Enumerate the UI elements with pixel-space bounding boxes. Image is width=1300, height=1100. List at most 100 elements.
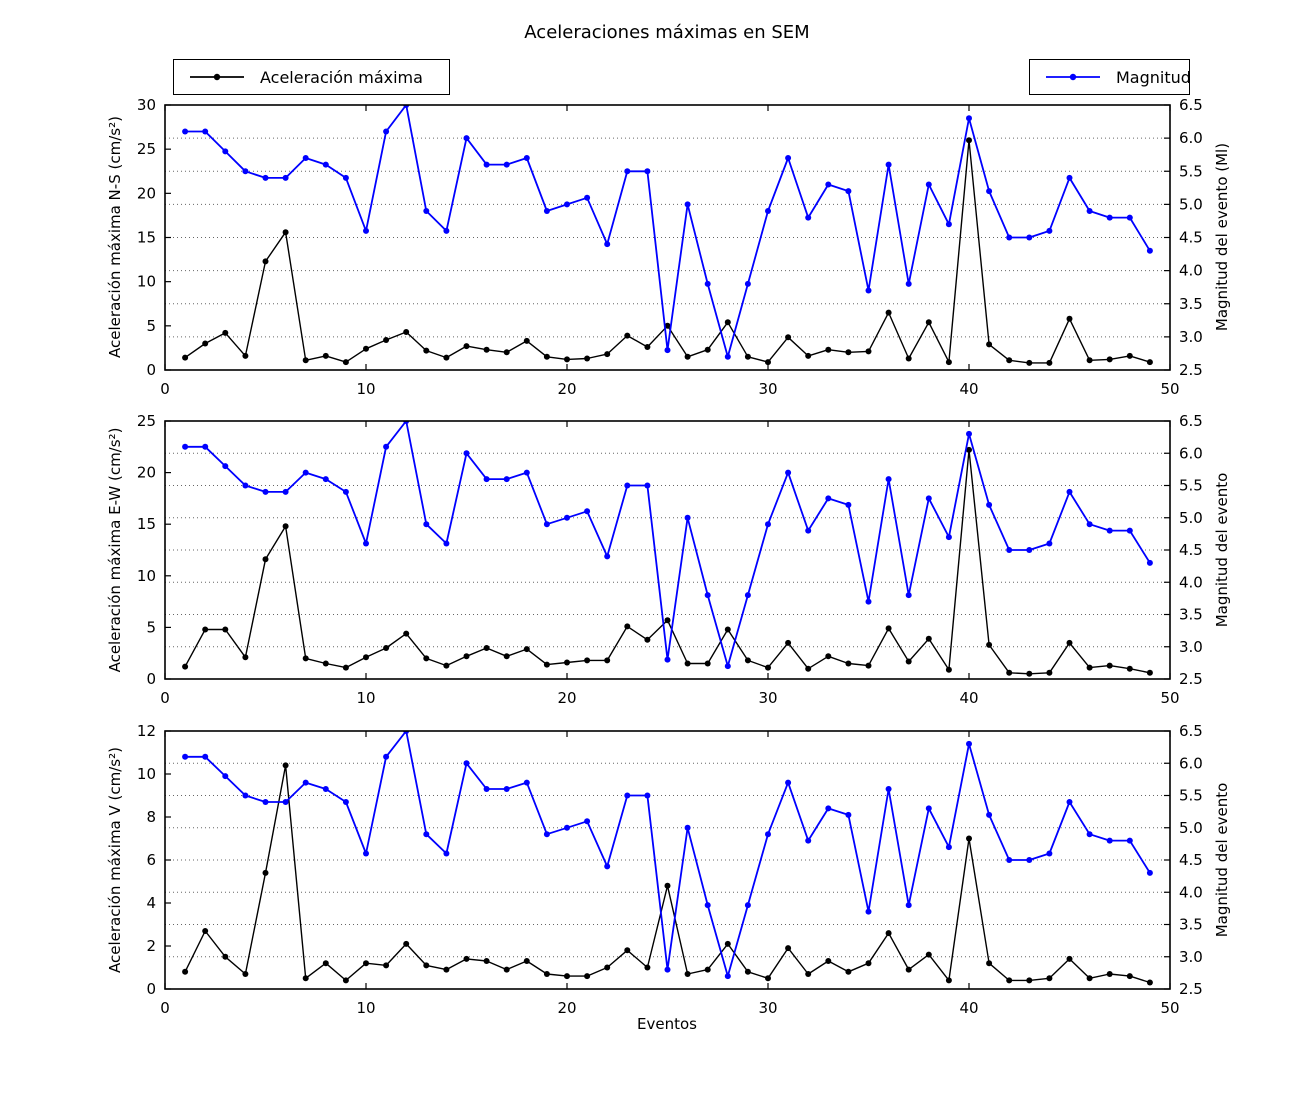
series-magnitude-point bbox=[845, 501, 852, 508]
subplot-ew: 0 10 20 30 40 50 0 5 10 15 20 25 2.5 3.0 3.5 4.0 4.5 5.0 5… bbox=[137, 412, 1203, 707]
series-acceleration-point bbox=[865, 662, 872, 669]
series-magnitude-point bbox=[1026, 234, 1033, 241]
series-magnitude-point bbox=[584, 818, 591, 825]
series-acceleration-point bbox=[584, 973, 591, 980]
series-acceleration-point bbox=[302, 655, 309, 662]
series-acceleration-point bbox=[1106, 356, 1113, 363]
series-magnitude-point bbox=[322, 786, 329, 792]
series-magnitude-point bbox=[744, 902, 751, 909]
series-acceleration-point bbox=[925, 951, 932, 958]
series-magnitude-point bbox=[704, 902, 711, 909]
series-acceleration-point bbox=[1006, 357, 1013, 364]
series-acceleration-point bbox=[805, 971, 812, 977]
series-acceleration-point bbox=[905, 658, 912, 665]
series-magnitude-point bbox=[986, 501, 993, 508]
x-tick-label: 20 bbox=[557, 999, 576, 1017]
right-ylabel-ew: Magnitud del evento bbox=[1213, 472, 1231, 628]
series-acceleration-point bbox=[503, 349, 510, 356]
series-magnitude-point bbox=[443, 540, 450, 547]
right-y-tick-label: 3.5 bbox=[1179, 606, 1203, 624]
series-acceleration-point bbox=[885, 930, 892, 937]
y-tick-label: 10 bbox=[137, 765, 156, 783]
series-acceleration-point bbox=[986, 960, 993, 967]
series-acceleration-point bbox=[825, 653, 832, 660]
series-magnitude bbox=[182, 731, 1153, 980]
x-tick-label: 20 bbox=[557, 689, 576, 707]
ylabel-ns: Aceleración máxima N-S (cm/s²) bbox=[106, 116, 124, 358]
series-magnitude-point bbox=[945, 844, 952, 851]
series-acceleration-point bbox=[202, 928, 209, 934]
series-magnitude-point bbox=[1086, 831, 1093, 838]
series-acceleration-point bbox=[1146, 359, 1153, 366]
series-magnitude-point bbox=[905, 902, 912, 909]
series-magnitude-point bbox=[905, 592, 912, 599]
series-magnitude-point bbox=[182, 443, 189, 450]
series-acceleration-point bbox=[262, 258, 269, 265]
series-magnitude-point bbox=[1006, 234, 1013, 241]
series-magnitude-point bbox=[885, 786, 892, 792]
right-y-tick-label: 4.5 bbox=[1179, 229, 1203, 247]
series-magnitude-point bbox=[1126, 837, 1133, 844]
series-acceleration-point bbox=[463, 653, 470, 660]
series-acceleration-point bbox=[986, 341, 993, 348]
series-magnitude-point bbox=[644, 482, 651, 489]
right-y-tick-label: 2.5 bbox=[1179, 361, 1203, 379]
series-acceleration-point bbox=[765, 975, 771, 982]
series-magnitude-point bbox=[322, 161, 329, 168]
series-magnitude-point bbox=[1046, 850, 1053, 857]
series-acceleration-point bbox=[523, 646, 530, 653]
series-acceleration-point bbox=[1126, 352, 1133, 359]
series-acceleration-point bbox=[1066, 639, 1073, 646]
series-magnitude-point bbox=[785, 779, 792, 786]
series-magnitude-point bbox=[604, 863, 611, 870]
x-tick-label: 40 bbox=[959, 999, 978, 1017]
series-acceleration-point bbox=[282, 523, 289, 530]
x-tick-label: 50 bbox=[1160, 380, 1179, 398]
x-tick-label: 0 bbox=[160, 689, 170, 707]
y-tick-label: 2 bbox=[146, 937, 156, 955]
series-magnitude-point bbox=[483, 476, 490, 483]
series-acceleration-point bbox=[182, 663, 189, 670]
series-magnitude-point bbox=[182, 128, 189, 135]
series-acceleration-point bbox=[825, 346, 832, 353]
series-acceleration-point bbox=[322, 960, 329, 967]
series-magnitude-point bbox=[282, 799, 289, 805]
series-magnitude-point bbox=[1066, 799, 1073, 805]
series-acceleration-point bbox=[503, 966, 510, 973]
series-acceleration-point bbox=[604, 657, 611, 664]
right-y-tick-label: 3.0 bbox=[1179, 948, 1203, 966]
series-acceleration-point bbox=[443, 354, 450, 361]
series-magnitude-point bbox=[724, 973, 731, 980]
series-magnitude-point bbox=[302, 155, 309, 161]
series-acceleration-point bbox=[785, 334, 792, 341]
series-magnitude-point bbox=[363, 850, 369, 857]
x-tick-label: 0 bbox=[160, 380, 170, 398]
series-acceleration bbox=[182, 446, 1153, 677]
series-acceleration-point bbox=[543, 353, 550, 360]
series-magnitude-point bbox=[805, 837, 812, 844]
right-y-tick-label: 6.0 bbox=[1179, 129, 1203, 147]
series-magnitude bbox=[182, 421, 1153, 670]
series-acceleration-point bbox=[1086, 357, 1093, 364]
series-magnitude-point bbox=[282, 174, 289, 181]
series-magnitude-point bbox=[966, 430, 972, 437]
right-y-tick-label: 4.5 bbox=[1179, 541, 1203, 559]
series-magnitude-point bbox=[885, 476, 892, 483]
series-magnitude-point bbox=[1026, 547, 1033, 553]
series-magnitude-point bbox=[1086, 208, 1093, 214]
series-magnitude-point bbox=[986, 188, 993, 195]
legend-acceleration: Aceleración máxima bbox=[173, 59, 450, 95]
series-magnitude-point bbox=[222, 148, 229, 155]
series-magnitude-point bbox=[262, 488, 269, 495]
right-y-tick-label: 3.0 bbox=[1179, 328, 1203, 346]
series-acceleration-point bbox=[704, 660, 711, 667]
y-tick-label: 30 bbox=[137, 96, 156, 114]
series-magnitude-point bbox=[966, 740, 972, 747]
series-magnitude-point bbox=[785, 469, 792, 476]
legend-magnitude-label: Magnitud bbox=[1116, 67, 1191, 87]
series-acceleration-point bbox=[664, 617, 671, 624]
x-tick-label: 40 bbox=[959, 380, 978, 398]
series-acceleration-point bbox=[222, 953, 229, 960]
series-acceleration-point bbox=[1006, 669, 1013, 676]
series-acceleration-point bbox=[885, 309, 892, 316]
